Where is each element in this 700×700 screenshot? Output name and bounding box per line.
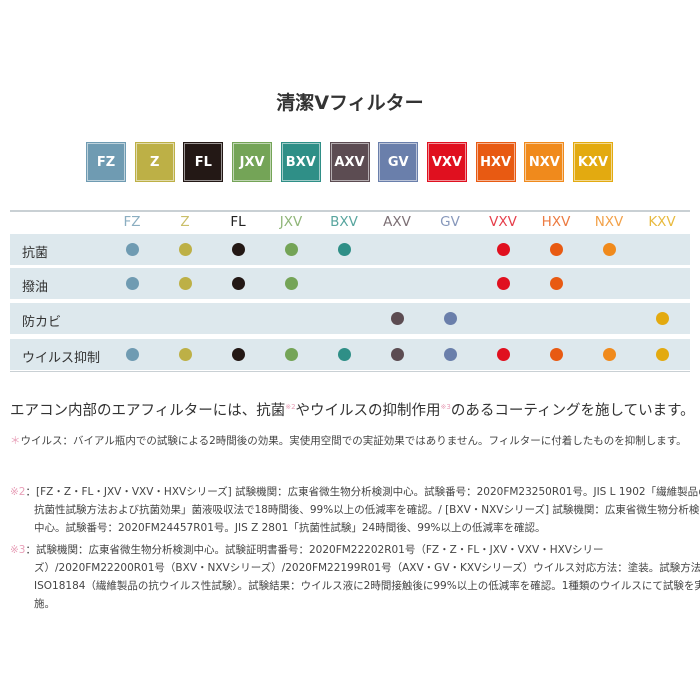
swatch-hxv: HXV bbox=[475, 142, 516, 182]
main-text-b: やウイルスの抑制作用 bbox=[295, 403, 441, 419]
dot-bxv bbox=[337, 243, 351, 256]
swatch-kxv: KXV bbox=[573, 142, 613, 182]
swatch-axv: AXV bbox=[329, 142, 370, 182]
table-row: ウイルス抑制 bbox=[10, 339, 690, 370]
dot-axv bbox=[390, 312, 404, 325]
table-top-line bbox=[10, 210, 690, 212]
dot-kxv bbox=[655, 348, 669, 361]
dot-vxv bbox=[496, 348, 510, 361]
swatch-gv: GV bbox=[378, 142, 419, 182]
column-header-vxv: VXV bbox=[489, 214, 517, 230]
row-label: 防カビ bbox=[22, 315, 62, 330]
dot-hxv bbox=[549, 348, 563, 361]
dot-gv bbox=[443, 312, 457, 325]
dot-jxv bbox=[284, 243, 298, 256]
dot-hxv bbox=[549, 243, 563, 256]
note-mark: ＊ bbox=[10, 435, 21, 447]
column-header-gv: GV bbox=[440, 214, 460, 230]
dot-fz bbox=[125, 243, 139, 256]
table-row: 防カビ bbox=[10, 303, 690, 334]
dot-fl bbox=[231, 243, 245, 256]
dot-fz bbox=[125, 348, 139, 361]
swatch-jxv: JXV bbox=[232, 142, 273, 182]
swatch-bxv: BXV bbox=[280, 142, 321, 182]
dot-nxv bbox=[602, 348, 616, 361]
column-header-z: Z bbox=[180, 214, 190, 230]
dot-jxv bbox=[284, 277, 298, 290]
row-label: ウイルス抑制 bbox=[22, 351, 101, 366]
main-text-c: のあるコーティングを施しています。 bbox=[450, 403, 695, 419]
main-text: エアコン内部のエアフィルターには、抗菌※2やウイルスの抑制作用※3のあるコーティ… bbox=[10, 399, 695, 420]
table-row: 撥油 bbox=[10, 268, 690, 299]
dot-kxv bbox=[655, 312, 669, 325]
column-header-bxv: BXV bbox=[330, 214, 358, 230]
page-title: 清潔Vフィルター bbox=[276, 92, 424, 114]
dot-nxv bbox=[602, 243, 616, 256]
main-text-a: エアコン内部のエアフィルターには、抗菌 bbox=[10, 403, 286, 419]
note-text: ：[FZ・Z・FL・JXV・VXV・HXVシリーズ] 試験機関：広東省微生物分析… bbox=[25, 486, 700, 534]
dot-z bbox=[178, 243, 192, 256]
note-virus: ＊ウイルス：バイアル瓶内での試験による2時間後の効果。実使用空間での実証効果では… bbox=[10, 432, 700, 450]
dot-jxv bbox=[284, 348, 298, 361]
note-3: ※3：試験機関：広東省微生物分析検測中心。試験証明書番号：2020FM22202… bbox=[10, 541, 700, 613]
dot-fz bbox=[125, 277, 139, 290]
column-header-hxv: HXV bbox=[541, 214, 571, 230]
table-bottom-line bbox=[10, 371, 690, 372]
dot-gv bbox=[443, 348, 457, 361]
swatch-fl: FL bbox=[183, 142, 224, 182]
swatch-nxv: NXV bbox=[524, 142, 565, 182]
swatch-fz: FZ bbox=[86, 142, 126, 182]
row-label: 撥油 bbox=[22, 280, 49, 295]
footnote-ref-2: ※2 bbox=[285, 403, 296, 411]
column-header-axv: AXV bbox=[383, 214, 411, 230]
dot-hxv bbox=[549, 277, 563, 290]
dot-bxv bbox=[337, 348, 351, 361]
note-2: ※2：[FZ・Z・FL・JXV・VXV・HXVシリーズ] 試験機関：広東省微生物… bbox=[10, 483, 700, 537]
dot-z bbox=[178, 348, 192, 361]
dot-vxv bbox=[496, 277, 510, 290]
dot-z bbox=[178, 277, 192, 290]
dot-axv bbox=[390, 348, 404, 361]
dot-fl bbox=[231, 277, 245, 290]
dot-fl bbox=[231, 348, 245, 361]
column-header-nxv: NXV bbox=[594, 214, 624, 230]
dot-vxv bbox=[496, 243, 510, 256]
row-label: 抗菌 bbox=[22, 246, 49, 261]
note-mark: ※3 bbox=[10, 544, 26, 556]
swatch-vxv: VXV bbox=[426, 142, 467, 182]
note-text: ：試験機関：広東省微生物分析検測中心。試験証明書番号：2020FM22202R0… bbox=[25, 544, 700, 610]
column-header-kxv: KXV bbox=[648, 214, 676, 230]
note-mark: ※2 bbox=[10, 486, 26, 498]
table-row: 抗菌 bbox=[10, 234, 690, 265]
column-header-jxv: JXV bbox=[279, 214, 303, 230]
column-header-fz: FZ bbox=[123, 214, 141, 230]
swatch-z: Z bbox=[134, 142, 175, 182]
column-header-fl: FL bbox=[230, 214, 246, 230]
note-text: ウイルス：バイアル瓶内での試験による2時間後の効果。実使用空間での実証効果ではあ… bbox=[20, 435, 687, 447]
footnote-ref-3: ※3 bbox=[440, 403, 451, 411]
